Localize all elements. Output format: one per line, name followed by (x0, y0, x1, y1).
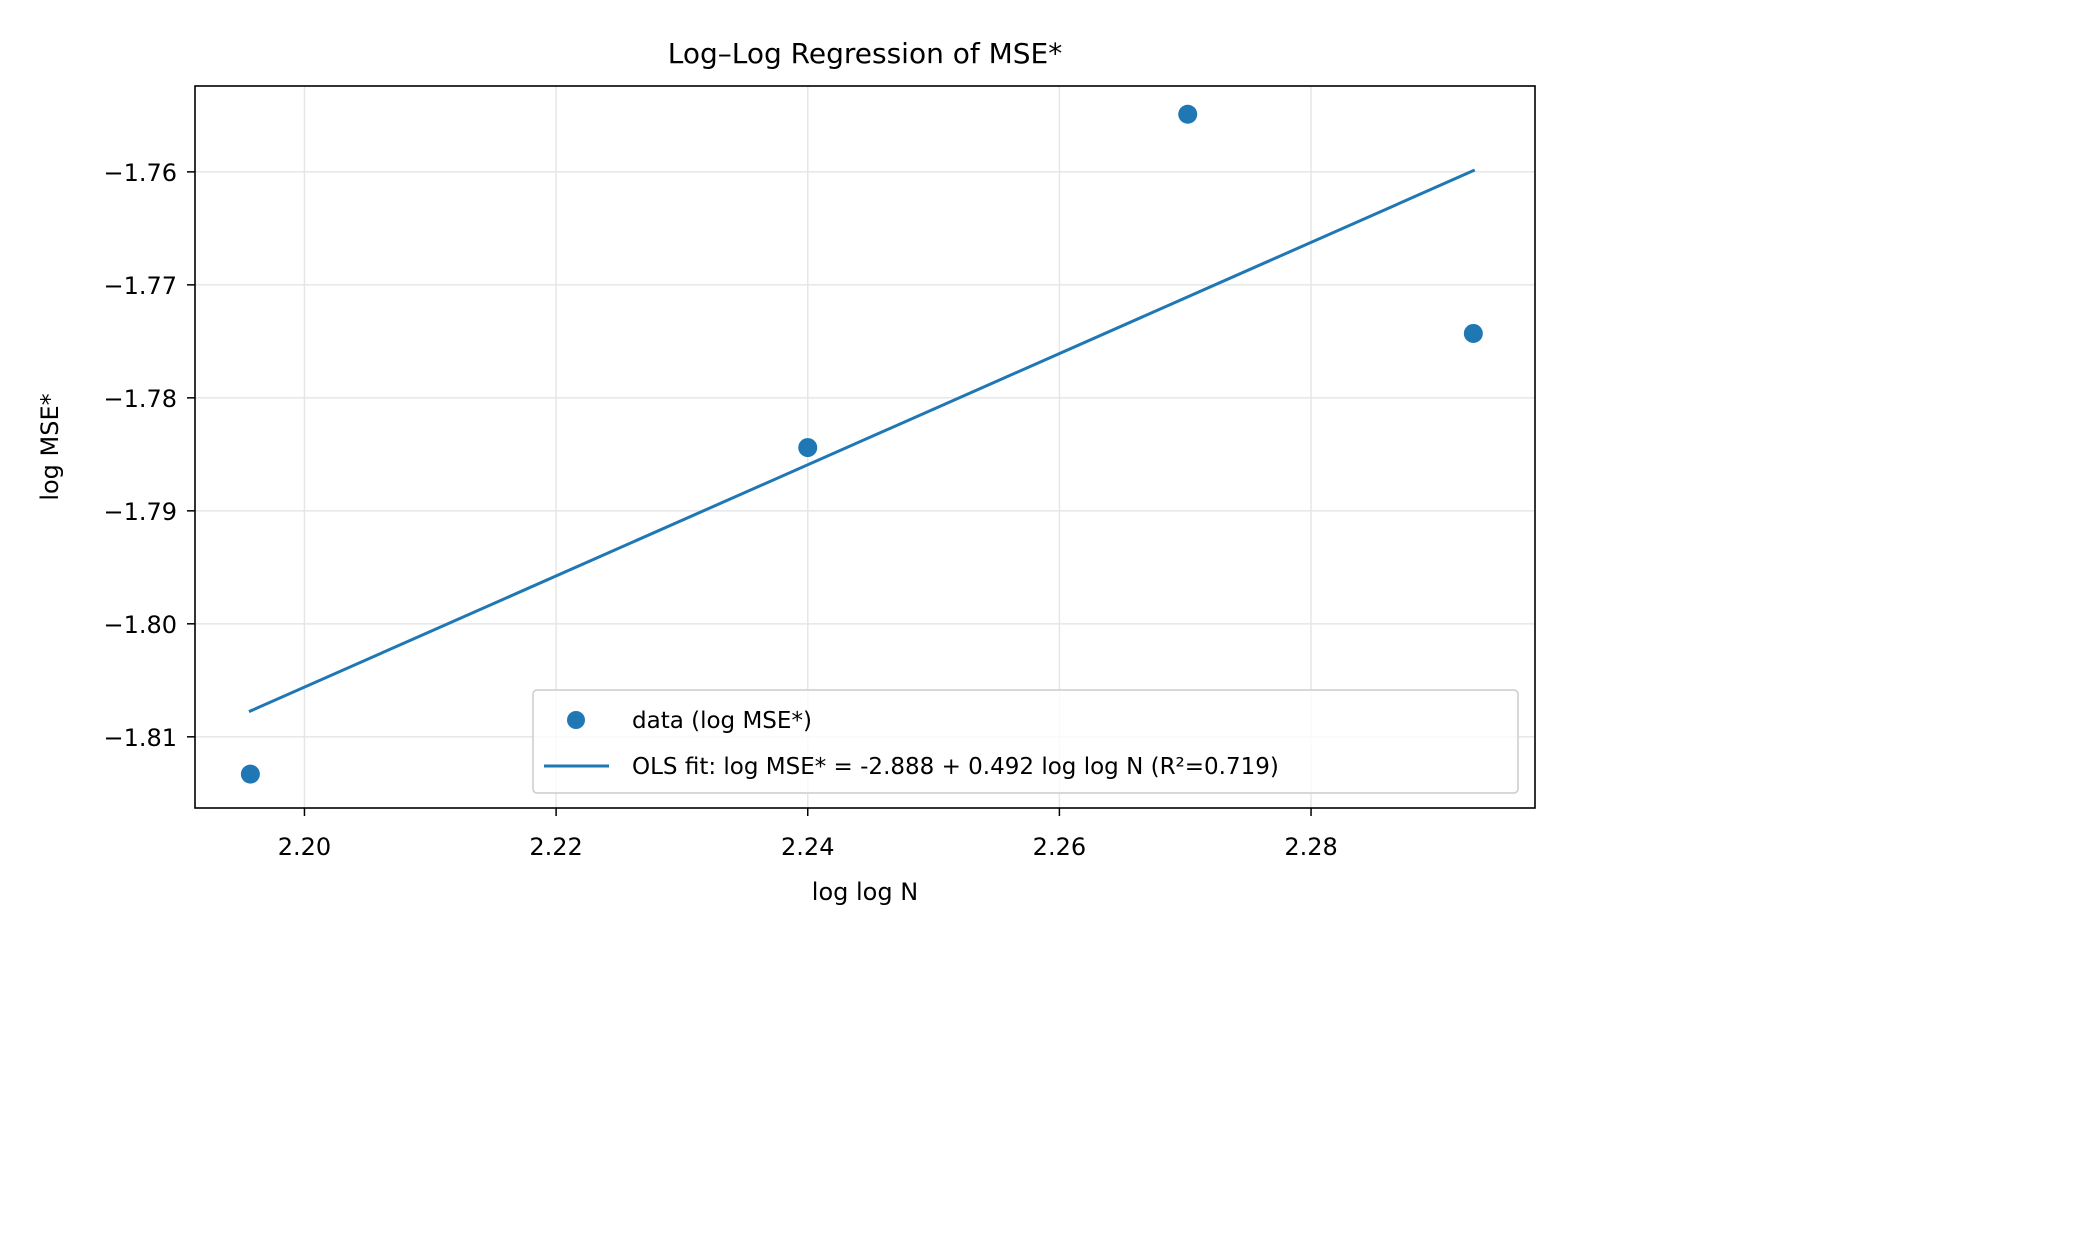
legend-box (532, 689, 1519, 794)
x-tick-label: 2.26 (1033, 833, 1086, 861)
chart-title: Log–Log Regression of MSE* (668, 37, 1063, 70)
chart-svg: 2.20 2.22 2.24 2.26 2.28 −1.76−1.77−1.78−1.7… (36, 37, 1536, 906)
x-axis-label: log log N (812, 878, 918, 906)
fit-line-group (248, 168, 1476, 713)
data-points (240, 104, 1483, 784)
y-tick-label: −1.76 (103, 159, 177, 187)
legend-label-fit: OLS fit: log MSE* = -2.888 + 0.492 log l… (632, 754, 1279, 780)
x-tick-label: 2.28 (1284, 833, 1337, 861)
data-point (1178, 104, 1198, 124)
fit-line (248, 168, 1476, 713)
y-tick-label: −1.78 (103, 385, 177, 413)
y-tick-label: −1.80 (103, 611, 177, 639)
data-point (240, 764, 260, 784)
data-point (1463, 323, 1483, 343)
legend: data (log MSE*) OLS fit: log MSE* = -2.8… (532, 689, 1519, 794)
y-axis-label: log MSE* (36, 393, 64, 500)
y-tick-label: −1.77 (103, 272, 177, 300)
y-ticks: −1.76 −1.77 −1.78 −1.79 −1.80 −1.81 (103, 159, 195, 752)
x-tick-label: 2.20 (278, 833, 331, 861)
y-tick-label: −1.81 (103, 724, 177, 752)
legend-label-data: data (log MSE*) (632, 708, 812, 734)
x-tick-label: 2.22 (529, 833, 582, 861)
data-point (798, 438, 818, 458)
x-ticks: 2.20 2.22 2.24 2.26 2.28 (278, 808, 1338, 861)
plot-frame (194, 85, 1536, 809)
x-tick-label: 2.24 (781, 833, 834, 861)
y-tick-label: −1.79 (103, 498, 177, 526)
legend-scatter-marker (567, 711, 585, 729)
